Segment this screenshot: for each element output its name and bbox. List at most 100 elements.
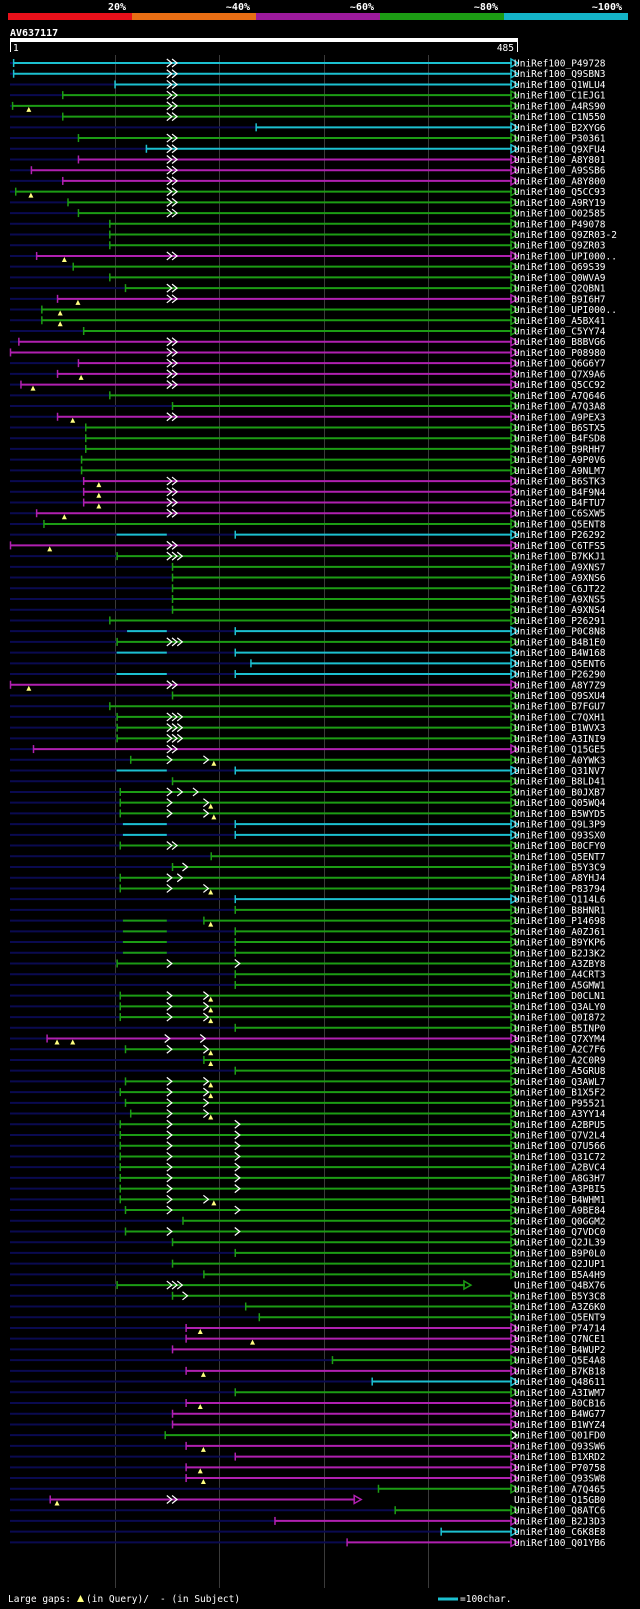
segment-break-marker (166, 1130, 173, 1140)
alignment-row: UniRef100_A9P0V6 (10, 454, 606, 466)
query-gap-triangle (78, 374, 84, 380)
row-label: UniRef100_Q2JL39 (514, 1238, 606, 1249)
hit-end-arrow (510, 808, 520, 819)
query-gap-triangle (208, 1018, 214, 1024)
alignment-row: UniRef100_B5A4H9 (10, 1269, 606, 1281)
segment-break-marker (166, 358, 173, 368)
alignment-row: UniRef100_C6SXW5 (10, 507, 606, 520)
segment-break-marker (234, 1151, 241, 1161)
row-label: UniRef100_P08980 (514, 348, 606, 359)
row-label: UniRef100_Q5ENT8 (514, 519, 606, 530)
hit-end-arrow (510, 1504, 520, 1516)
segment-break-marker (234, 1162, 241, 1172)
segment-break-marker (234, 1141, 241, 1151)
segment-break-marker (192, 787, 199, 797)
row-label: UniRef100_Q7VDC0 (514, 1227, 606, 1238)
identity-legend-segment (132, 13, 256, 20)
alignment-row: UniRef100_P74714 (10, 1322, 606, 1334)
row-label: UniRef100_A9XNS5 (514, 595, 606, 606)
alignment-row: UniRef100_Q2JUP1 (10, 1258, 606, 1270)
row-label: UniRef100_C7QXH1 (514, 712, 606, 723)
hit-end-arrow (510, 1462, 520, 1473)
query-gap-triangle (200, 1371, 206, 1377)
alignment-row: UniRef100_UPI000.. (10, 304, 617, 316)
alignment-row: UniRef100_A2BVC4 (10, 1161, 606, 1174)
row-label: UniRef100_A7Q646 (514, 391, 606, 402)
row-label: UniRef100_B4WG77 (514, 1409, 606, 1420)
alignment-row: UniRef100_P0C8N8 (10, 625, 606, 638)
hit-end-arrow (510, 840, 520, 851)
row-label: UniRef100_Q31NV7 (514, 766, 606, 777)
hit-end-arrow (510, 132, 520, 144)
alignment-row: UniRef100_Q7U566 (10, 1140, 606, 1152)
alignment-row: UniRef100_P30361 (10, 132, 606, 145)
segment-break-marker (171, 176, 178, 186)
query-gap-triangle (197, 1468, 203, 1474)
hit-end-arrow (510, 1419, 520, 1430)
hit-end-arrow (510, 347, 520, 358)
alignment-row: UniRef100_Q31C72 (10, 1151, 606, 1163)
hit-end-arrow (510, 797, 520, 808)
hit-end-arrow (510, 111, 520, 122)
alignment-row: UniRef100_Q5E4A8 (10, 1354, 606, 1367)
alignment-row: UniRef100_B4FSD8 (10, 432, 606, 445)
hit-end-arrow (510, 304, 520, 315)
segment-break-marker (166, 251, 173, 261)
row-label: UniRef100_P74714 (514, 1323, 606, 1334)
row-label: UniRef100_B7KB18 (514, 1366, 606, 1377)
segment-break-marker (166, 476, 173, 486)
alignment-row: UniRef100_P14698 (10, 915, 606, 927)
hit-end-arrow (510, 1011, 520, 1023)
segment-break-marker (166, 1109, 173, 1119)
row-label: UniRef100_Q4BX76 (514, 1281, 606, 1292)
segment-break-marker (176, 723, 184, 733)
hit-end-arrow (510, 390, 520, 401)
alignment-row: UniRef100_Q5ENT6 (10, 658, 606, 670)
row-label: UniRef100_A3YY14 (514, 1109, 606, 1120)
segment-break-marker (166, 1119, 173, 1129)
row-label: UniRef100_B4B1E0 (514, 637, 606, 648)
segment-break-marker (171, 144, 178, 154)
row-label: UniRef100_C6TFS5 (514, 541, 606, 552)
row-label: UniRef100_A8Y7Z9 (514, 680, 606, 691)
row-label: UniRef100_Q31C72 (514, 1152, 606, 1163)
segment-break-marker (234, 1130, 241, 1140)
alignment-row: UniRef100_B9P0L0 (10, 1247, 606, 1259)
row-label: UniRef100_A5GMW1 (514, 980, 606, 991)
row-label: UniRef100_A9XNS7 (514, 562, 606, 573)
row-label: UniRef100_Q15GB0 (514, 1495, 606, 1506)
alignment-row: UniRef100_A7Q3A8 (10, 400, 606, 413)
hit-end-arrow (510, 561, 520, 573)
hit-end-arrow (510, 1022, 520, 1034)
row-label: UniRef100_B9I6H7 (514, 294, 606, 305)
hit-end-arrow (510, 593, 520, 605)
alignment-row: UniRef100_A3Z6K0 (10, 1301, 606, 1313)
hit-end-arrow (510, 1301, 520, 1312)
hit-end-arrow (510, 454, 520, 465)
query-gap-triangle (208, 1007, 214, 1013)
hit-end-arrow (510, 57, 520, 69)
alignment-row: UniRef100_A2C0R9 (10, 1054, 606, 1066)
row-label: UniRef100_B9YKP6 (514, 938, 606, 949)
identity-legend-label: ~60% (350, 2, 374, 13)
row-label: UniRef100_B4FSD8 (514, 434, 606, 445)
hit-end-arrow (510, 1376, 520, 1387)
alignment-row: UniRef100_B8LD41 (10, 775, 606, 788)
query-gap-triangle (197, 1404, 203, 1409)
alignment-row: UniRef100_P95521 (10, 1097, 606, 1109)
hit-end-arrow (510, 164, 520, 176)
alignment-row: UniRef100_Q5ENT8 (10, 518, 606, 530)
segment-break-marker (171, 251, 178, 261)
segment-break-marker (171, 712, 178, 722)
row-label: UniRef100_B1XRD2 (514, 1452, 606, 1463)
row-label: UniRef100_B4FTU7 (514, 498, 606, 509)
identity-legend-segment (380, 13, 504, 20)
query-gap-triangle (57, 310, 63, 316)
alignment-row: UniRef100_A5GRU8 (10, 1065, 606, 1077)
row-label: UniRef100_D0CLN1 (514, 991, 606, 1002)
alignment-row: UniRef100_A8G3H7 (10, 1172, 606, 1184)
row-label: UniRef100_P30361 (514, 134, 606, 145)
hit-end-arrow (510, 1097, 520, 1109)
row-label: UniRef100_Q114L6 (514, 895, 606, 906)
footer-subject-gap-label: - (in Subject) (160, 1594, 240, 1605)
